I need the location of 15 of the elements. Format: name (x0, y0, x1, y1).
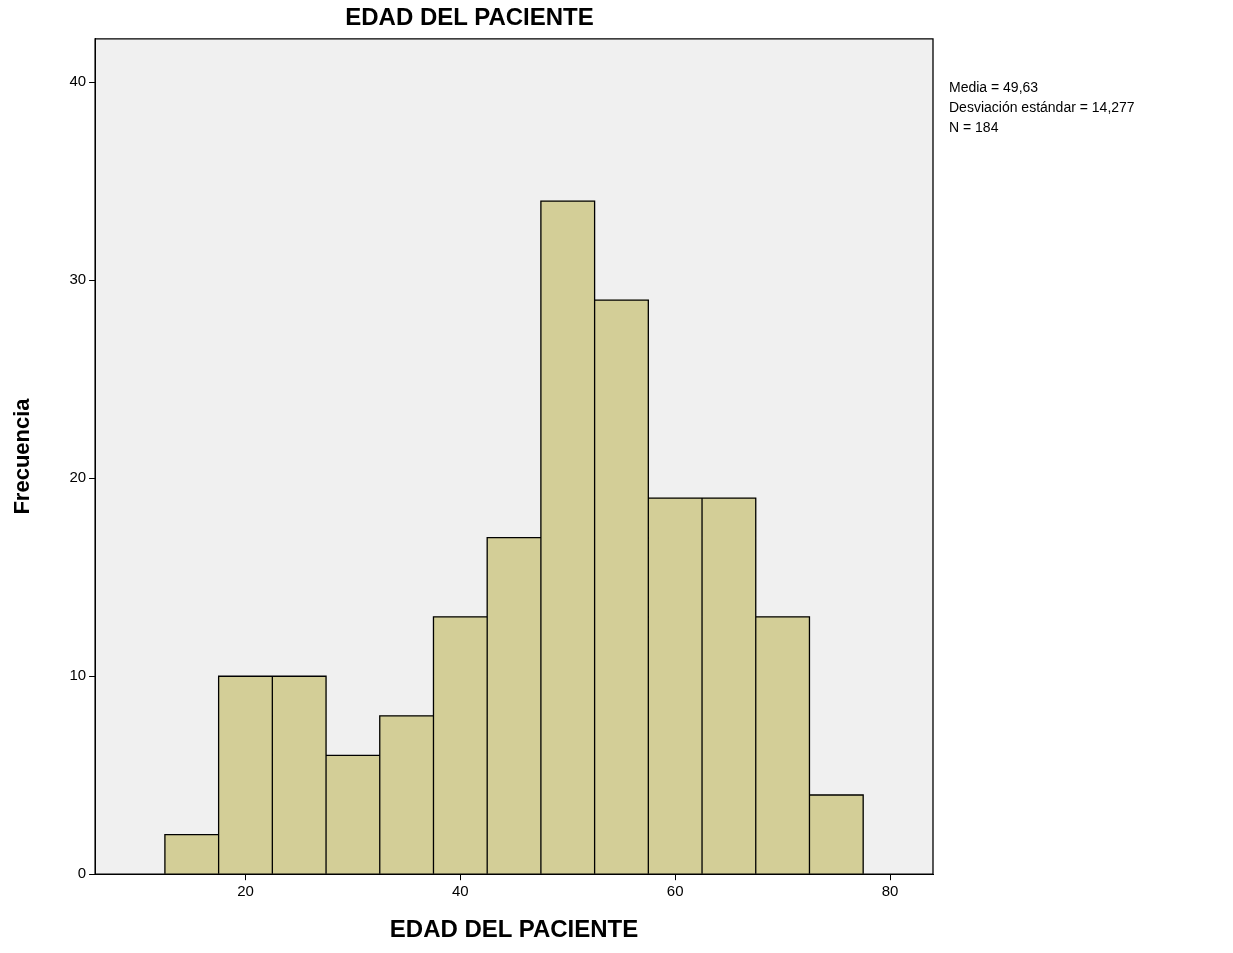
x-tick-label: 20 (237, 882, 254, 900)
x-axis-title: EDAD DEL PACIENTE (389, 915, 639, 943)
y-tick-label: 40 (69, 72, 87, 90)
y-tick-label: 10 (69, 666, 87, 684)
text: N = 184 (949, 118, 999, 135)
chart-title: EDAD DEL PACIENTE (345, 3, 594, 31)
y-tick-label: 0 (77, 864, 87, 882)
y-axis-title: Frecuencia (9, 397, 35, 515)
y-tick-label: 30 (69, 270, 87, 288)
text: Media = 49,63 (949, 78, 1039, 95)
y-tick-label: 20 (69, 468, 87, 486)
x-tick-label: 60 (666, 882, 684, 900)
x-tick-label: 40 (451, 882, 469, 900)
text: Desviación estándar = 14,277 (949, 98, 1135, 115)
x-tick-label: 80 (881, 882, 899, 900)
